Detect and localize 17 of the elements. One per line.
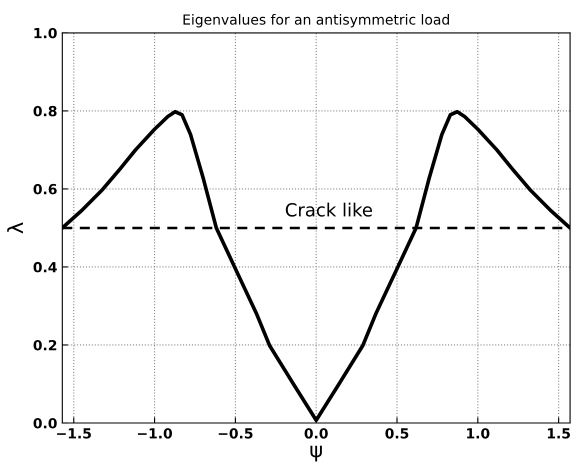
- y-tick-label: 0.8: [34, 106, 57, 116]
- y-tick-label: 0.0: [34, 418, 57, 428]
- ref-line-label: Crack like: [286, 202, 372, 217]
- x-axis-title: ψ: [310, 446, 322, 462]
- x-tick-label: 1.5: [548, 428, 570, 439]
- x-tick-label: 0.5: [385, 428, 408, 439]
- x-tick-label: −1.5: [57, 428, 91, 439]
- y-axis-title: λ: [7, 222, 23, 234]
- x-tick-label: −0.5: [218, 428, 253, 439]
- y-tick-label: 0.2: [34, 340, 56, 350]
- y-tick-label: 0.6: [34, 184, 57, 194]
- chart-title: Eigenvalues for an antisymmetric load: [184, 14, 449, 28]
- y-tick-label: 1.0: [34, 28, 57, 38]
- y-tick-label: 0.4: [34, 262, 57, 272]
- x-tick-label: −1.0: [138, 428, 172, 439]
- x-tick-label: 0.0: [304, 428, 328, 439]
- x-tick-label: 1.0: [467, 428, 490, 439]
